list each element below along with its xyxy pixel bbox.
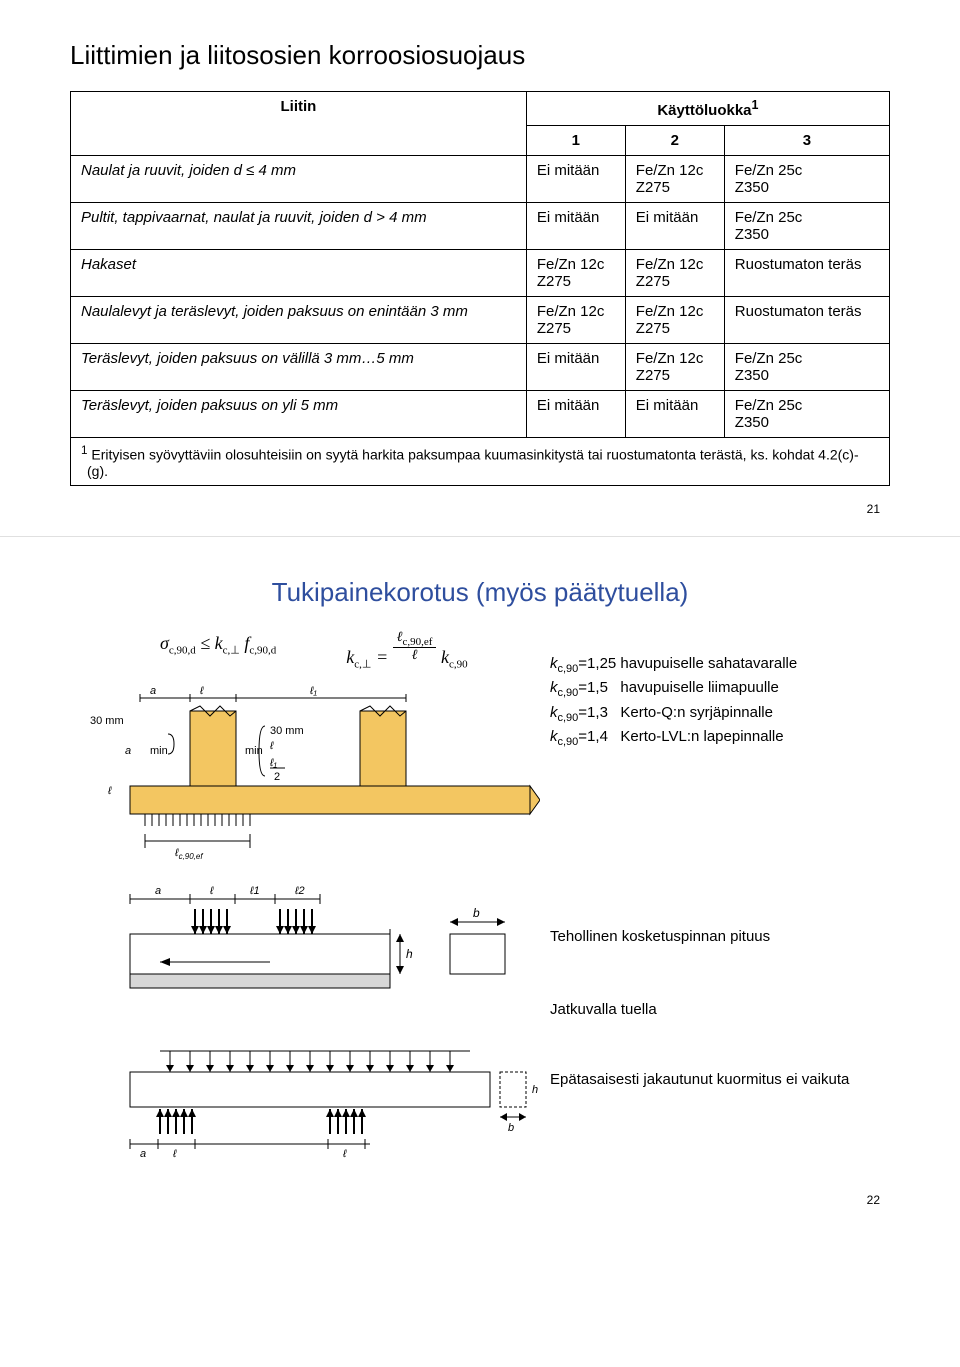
diagram-continuous: a ℓ ℓ1 ℓ2 [70,884,540,1014]
k-line: kc,90=1,3 Kerto-Q:n syrjäpinnalle [550,702,890,727]
k-line: kc,90=1,25 havupuiselle sahatavaralle [550,653,890,678]
formula-kcperp: kc,⊥ = ℓc,90,ef ℓ kc,90 [346,633,467,670]
svg-text:h: h [406,947,413,961]
diagram-top: 30 mm a ℓ ℓ₁ a min ℓ 30 mm ℓ ℓ [70,676,540,866]
svg-text:ℓ₁: ℓ₁ [269,757,278,769]
row-cell: Fe/Zn 25c Z350 [724,391,889,438]
slide1-title: Liittimien ja liitososien korroosiosuoja… [70,40,890,71]
row-cell: Ei mitään [526,344,625,391]
k-line: kc,90=1,5 havupuiselle liimapuulle [550,677,890,702]
table-row: Pultit, tappivaarnat, naulat ja ruuvit, … [71,203,890,250]
th-col2: 2 [625,126,724,156]
svg-text:ℓ: ℓ [342,1148,347,1159]
row-label: Naulalevyt ja teräslevyt, joiden paksuus… [71,297,527,344]
row-bottom: a ℓ ℓ h b Epätasaisesti jakautunut kuorm… [70,1039,890,1159]
th-liitin: Liitin [71,92,527,156]
label-tehollinen-wrap: Tehollinen kosketuspinnan pituus Jatkuva… [550,926,890,1021]
corrosion-table: Liitin Käyttöluokka1 1 2 3 Naulat ja ruu… [70,91,890,486]
row-mid: a ℓ ℓ1 ℓ2 [70,884,890,1021]
svg-text:a: a [140,1148,146,1159]
row-cell: Fe/Zn 25c Z350 [724,156,889,203]
svg-text:a: a [150,685,156,697]
svg-text:ℓ: ℓ [199,685,204,697]
table-row: Teräslevyt, joiden paksuus on välillä 3 … [71,344,890,391]
svg-text:2: 2 [274,771,280,783]
row-top: σc,90,d ≤ kc,⊥ fc,90,d kc,⊥ = ℓc,90,ef ℓ… [70,633,890,866]
top-diagram-wrap: σc,90,d ≤ kc,⊥ fc,90,d kc,⊥ = ℓc,90,ef ℓ… [70,633,550,866]
svg-text:min: min [245,745,263,757]
svg-text:ℓ1: ℓ1 [249,885,260,897]
table-row: HakasetFe/Zn 12c Z275Fe/Zn 12c Z275Ruost… [71,250,890,297]
slide2-title: Tukipainekorotus (myös päätytuella) [70,577,890,608]
diagram-distributed: a ℓ ℓ h b [70,1039,540,1159]
svg-text:min: min [150,745,168,757]
svg-text:ℓ: ℓ [172,1148,177,1159]
row-cell: Fe/Zn 12c Z275 [625,250,724,297]
row-cell: Fe/Zn 12c Z275 [625,297,724,344]
row-label: Hakaset [71,250,527,297]
row-cell: Fe/Zn 12c Z275 [625,344,724,391]
svg-text:a: a [125,745,131,757]
table-footnote: 1 Erityisen syövyttäviin olosuhteisiin o… [71,438,890,486]
svg-text:ℓ: ℓ [269,740,274,752]
th-col1: 1 [526,126,625,156]
table-row: Teräslevyt, joiden paksuus on yli 5 mmEi… [71,391,890,438]
svg-text:ℓ: ℓ [107,785,112,797]
row-label: Naulat ja ruuvit, joiden d ≤ 4 mm [71,156,527,203]
row-label: Teräslevyt, joiden paksuus on välillä 3 … [71,344,527,391]
pagenum-1: 21 [867,502,880,516]
row-cell: Ei mitään [526,156,625,203]
svg-text:30 mm: 30 mm [270,725,304,737]
row-cell: Ei mitään [625,203,724,250]
row-label: Pultit, tappivaarnat, naulat ja ruuvit, … [71,203,527,250]
th-col3: 3 [724,126,889,156]
row-cell: Fe/Zn 12c Z275 [526,297,625,344]
row-cell: Ruostumaton teräs [724,250,889,297]
row-cell: Ei mitään [526,391,625,438]
k-list: kc,90=1,25 havupuiselle sahatavarallekc,… [550,653,890,751]
table-row: Naulalevyt ja teräslevyt, joiden paksuus… [71,297,890,344]
label-jatkuvalla: Jatkuvalla tuella [550,999,890,1022]
svg-text:b: b [473,906,480,920]
label-tehollinen: Tehollinen kosketuspinnan pituus [550,926,890,949]
svg-text:ℓ₁: ℓ₁ [309,685,318,697]
svg-text:h: h [532,1084,538,1096]
row-cell: Fe/Zn 12c Z275 [625,156,724,203]
formula-sigma: σc,90,d ≤ kc,⊥ fc,90,d [160,633,276,670]
svg-text:a: a [155,885,161,897]
row-cell: Fe/Zn 25c Z350 [724,344,889,391]
slide-tukipaine: Tukipainekorotus (myös päätytuella) σc,9… [0,536,960,1227]
th-kayttoluokka: Käyttöluokka1 [526,92,889,126]
svg-text:30 mm: 30 mm [90,715,124,727]
slide-corrosion: Liittimien ja liitososien korroosiosuoja… [0,0,960,536]
pagenum-2: 22 [867,1193,880,1207]
table-row: Naulat ja ruuvit, joiden d ≤ 4 mmEi mitä… [71,156,890,203]
svg-text:ℓ2: ℓ2 [294,885,305,897]
row-label: Teräslevyt, joiden paksuus on yli 5 mm [71,391,527,438]
row-cell: Fe/Zn 25c Z350 [724,203,889,250]
label-epatas: Epätasaisesti jakautunut kuormitus ei va… [550,1069,890,1092]
svg-text:ℓ: ℓ [209,885,214,897]
row-cell: Ei mitään [526,203,625,250]
svg-text:b: b [508,1122,514,1134]
svg-text:ℓc,90,ef: ℓc,90,ef [174,847,203,861]
row-cell: Ei mitään [625,391,724,438]
row-cell: Fe/Zn 12c Z275 [526,250,625,297]
row-cell: Ruostumaton teräs [724,297,889,344]
k-line: kc,90=1,4 Kerto-LVL:n lapepinnalle [550,726,890,751]
